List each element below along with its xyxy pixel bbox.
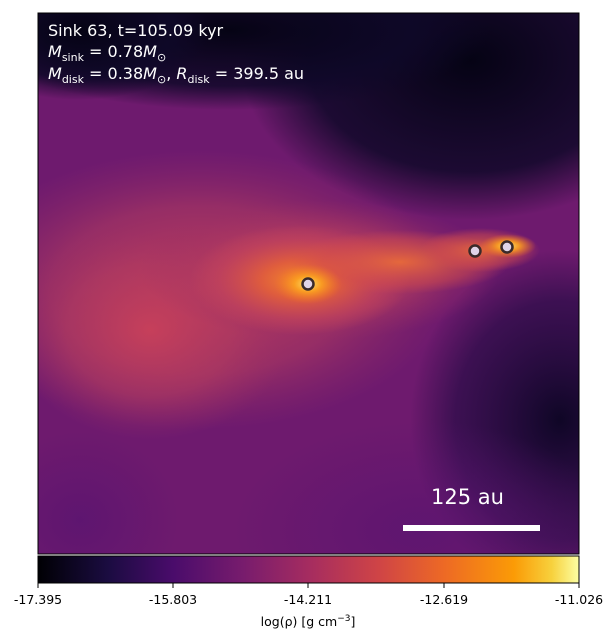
colorbar-tick-label: -17.395 <box>13 592 63 607</box>
disk-radius-unit: au <box>284 64 305 83</box>
colorbar-axis-label: log(ρ) [g cm−3] <box>260 614 356 630</box>
colorbar-tick-label: -12.619 <box>419 592 469 607</box>
sink-marker-companion-1 <box>468 244 482 258</box>
colorbar-ticks <box>37 583 580 588</box>
colorbar-tick-label: -11.026 <box>554 592 604 607</box>
colorbar-tick-label: -14.211 <box>283 592 333 607</box>
disk-radius-value: 399.5 <box>233 64 280 83</box>
sink-mass-value: 0.78 <box>107 42 144 61</box>
disk-properties-label: Mdisk = 0.38M⊙, Rdisk = 399.5 au <box>48 64 305 86</box>
scale-bar <box>403 525 540 531</box>
colorbar-tick-label: -15.803 <box>148 592 198 607</box>
sink-marker-companion-2 <box>500 240 514 254</box>
plot-frame <box>37 12 580 555</box>
sink-marker-primary <box>301 277 315 291</box>
colorbar <box>37 555 580 584</box>
sink-time-label: Sink 63, t=105.09 kyr <box>48 21 224 40</box>
scale-bar-label: 125 au <box>431 485 504 509</box>
disk-mass-value: 0.38 <box>107 64 144 83</box>
sink-mass-label: Msink = 0.78M⊙ <box>48 42 167 64</box>
